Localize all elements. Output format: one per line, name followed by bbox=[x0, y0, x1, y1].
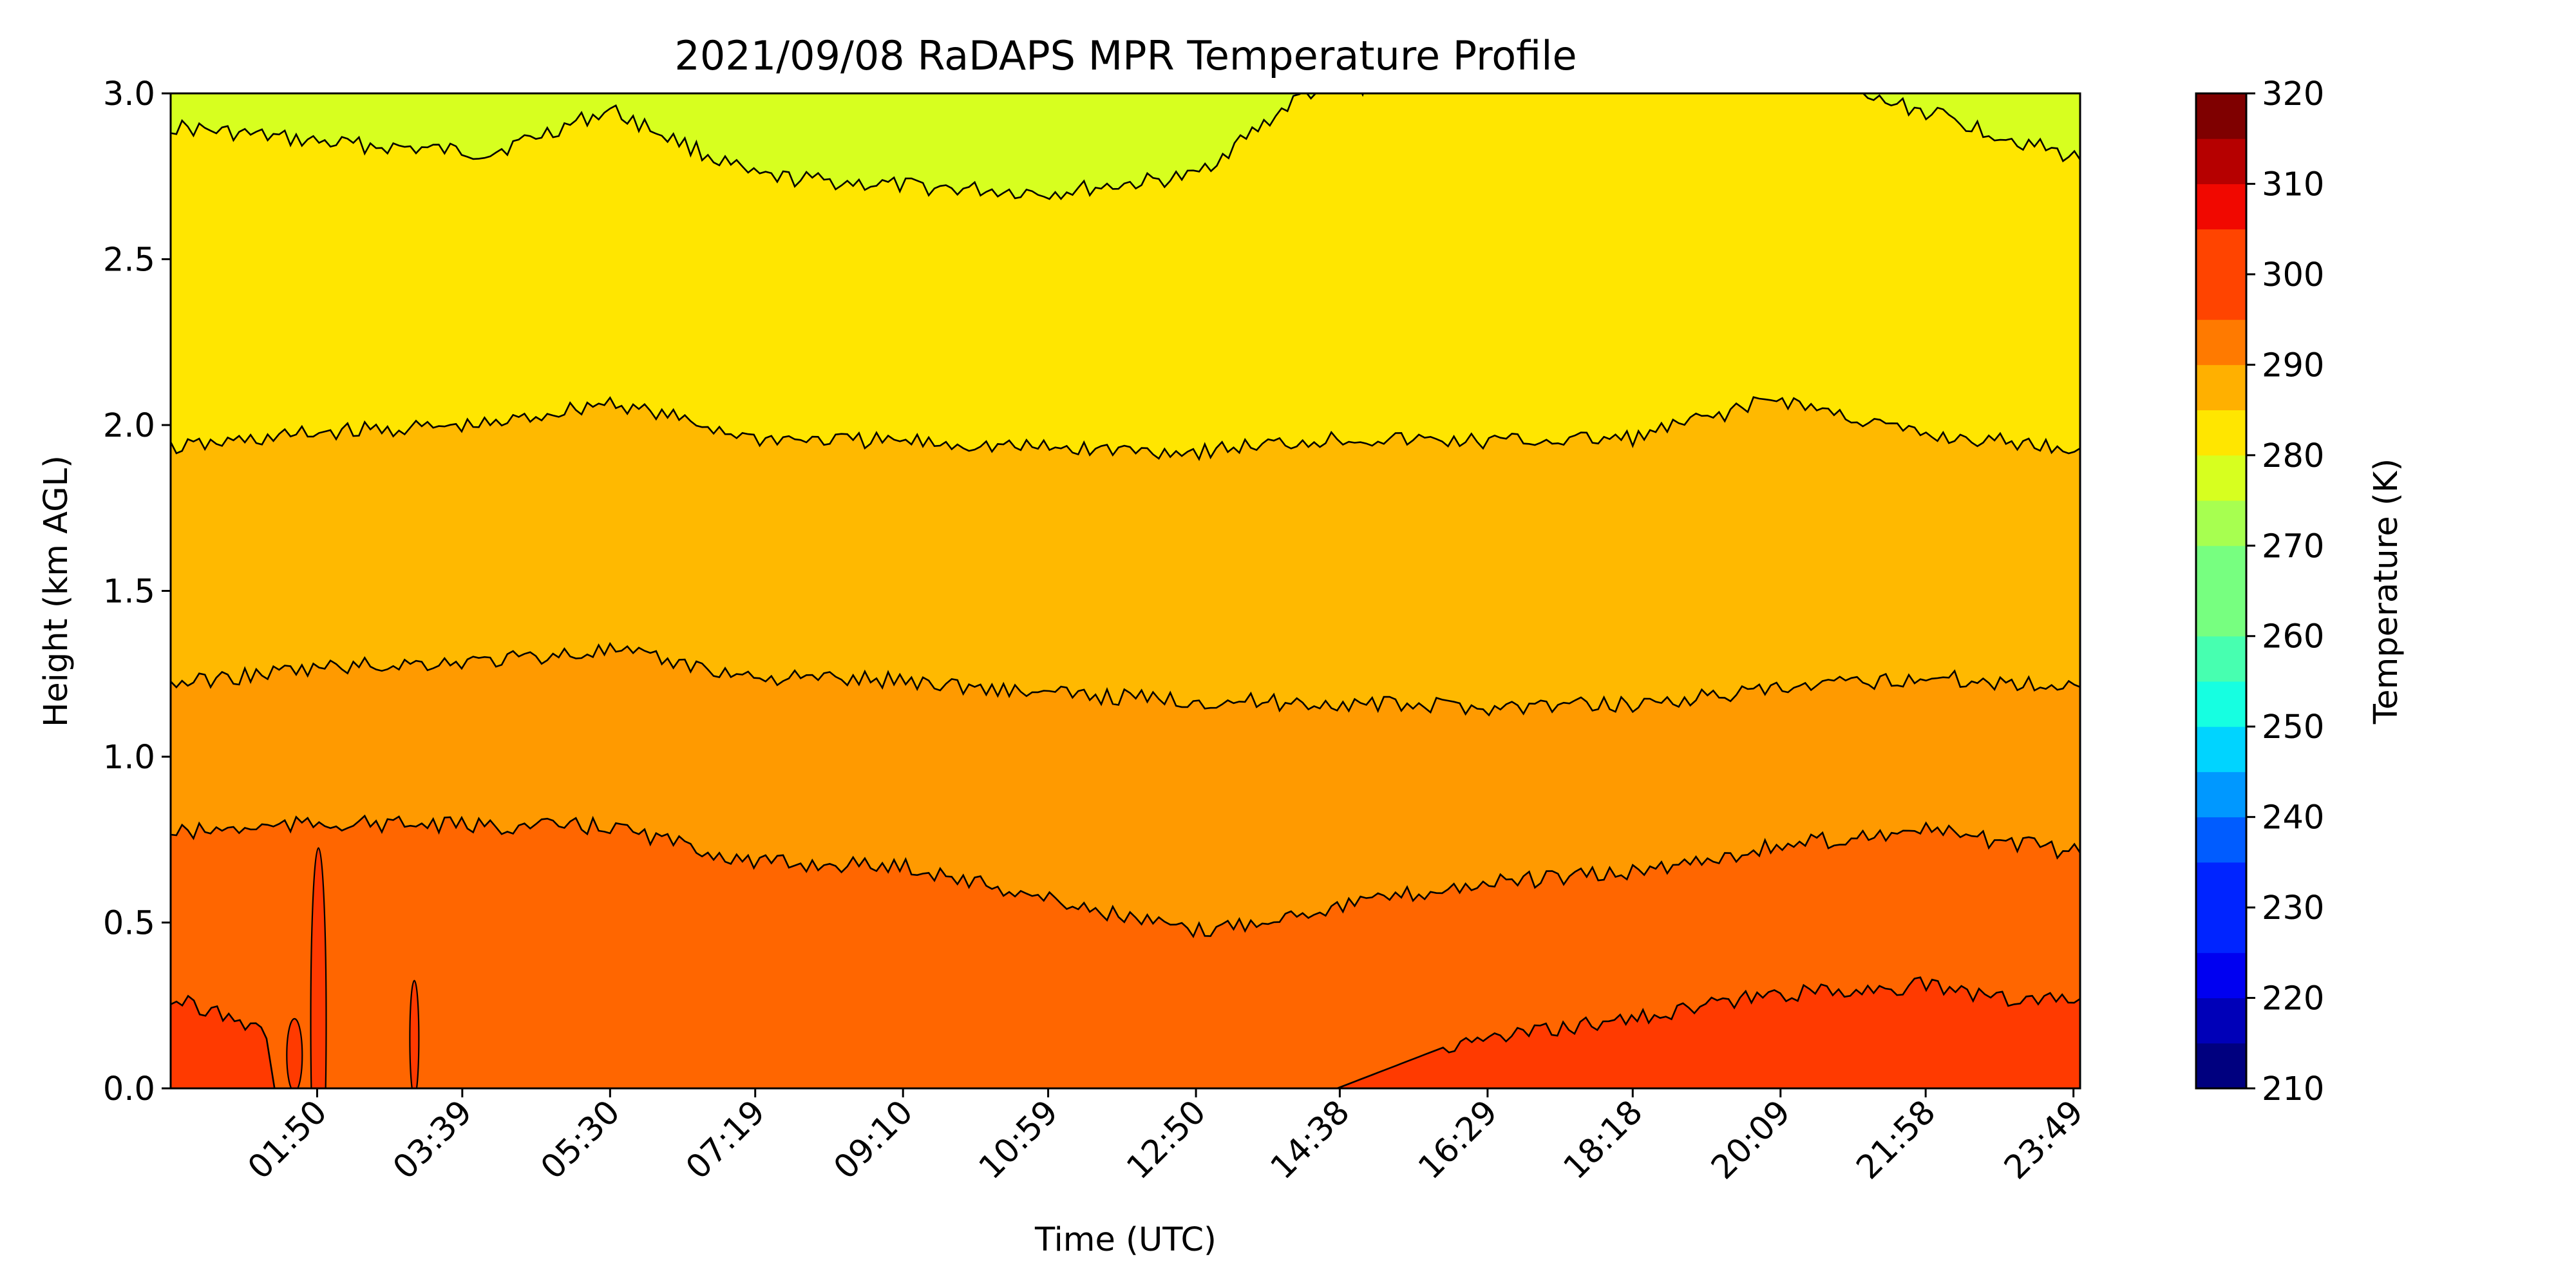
contour-line-295 bbox=[171, 814, 2080, 938]
y-tick-label: 2.0 bbox=[103, 407, 155, 445]
x-tick-label: 10:59 bbox=[972, 1093, 1066, 1187]
contour-line-290 bbox=[171, 641, 2080, 717]
contour-island bbox=[409, 980, 420, 1088]
colorbar-band bbox=[2196, 998, 2246, 1044]
x-tick-label: 12:50 bbox=[1120, 1093, 1214, 1187]
colorbar-band bbox=[2196, 862, 2246, 908]
y-tick-label: 0.5 bbox=[103, 905, 155, 943]
contour-lines bbox=[171, 93, 2080, 1088]
colorbar-band bbox=[2196, 184, 2246, 230]
colorbar-tick-label: 280 bbox=[2262, 437, 2324, 475]
x-tick-label: 09:10 bbox=[827, 1093, 921, 1187]
plot-area bbox=[171, 93, 2080, 1088]
colorbar-band bbox=[2196, 319, 2246, 365]
colorbar-band bbox=[2196, 817, 2246, 863]
colorbar-tick-label: 290 bbox=[2262, 346, 2324, 384]
y-tick-label: 2.5 bbox=[103, 242, 155, 279]
colorbar-tick-label: 220 bbox=[2262, 980, 2324, 1018]
colorbar-band bbox=[2196, 410, 2246, 456]
y-tick-label: 1.0 bbox=[103, 739, 155, 777]
band-300-305-right bbox=[733, 977, 2080, 1088]
colorbar-band bbox=[2196, 455, 2246, 501]
x-tick-label: 01:50 bbox=[241, 1093, 335, 1187]
contour-line-280 bbox=[171, 93, 2080, 200]
colorbar-tick-label: 300 bbox=[2262, 256, 2324, 294]
x-axis: 01:50 03:39 05:30 07:19 09:10 10:59 12:50 14:38… bbox=[241, 1088, 2091, 1187]
colorbar-label: Temperature (K) bbox=[2367, 459, 2405, 725]
contour-line-300-right bbox=[733, 976, 2080, 1088]
x-tick-label: 18:18 bbox=[1557, 1093, 1651, 1187]
colorbar-tick-label: 320 bbox=[2262, 75, 2324, 113]
colorbar-band bbox=[2196, 365, 2246, 411]
colorbar-band bbox=[2196, 636, 2246, 682]
colorbar-band bbox=[2196, 591, 2246, 637]
colorbar-band bbox=[2196, 500, 2246, 546]
band-300-305-left bbox=[171, 996, 728, 1088]
colorbar-tick-label: 240 bbox=[2262, 799, 2324, 837]
colorbar: 210 220 230 240 250 260 270 280 290 300 310 320 bbox=[2195, 75, 2324, 1108]
x-tick-label: 05:30 bbox=[534, 1093, 628, 1187]
colorbar-tick-label: 310 bbox=[2262, 166, 2324, 204]
colorbar-tick-label: 230 bbox=[2262, 889, 2324, 927]
colorbar-band bbox=[2196, 93, 2246, 139]
colorbar-frame bbox=[2195, 92, 2248, 1090]
contour-island bbox=[286, 1018, 303, 1088]
colorbar-band bbox=[2196, 138, 2246, 184]
x-tick-label: 03:39 bbox=[386, 1093, 480, 1187]
contour-line-300-left bbox=[171, 994, 728, 1088]
colorbar-band bbox=[2196, 907, 2246, 953]
x-tick-label: 23:49 bbox=[1997, 1093, 2091, 1187]
contour-island bbox=[310, 847, 327, 1088]
colorbar-band bbox=[2196, 772, 2246, 818]
x-tick-label: 16:29 bbox=[1411, 1093, 1505, 1187]
colorbar-band bbox=[2196, 229, 2246, 275]
x-axis-label: Time (UTC) bbox=[1034, 1221, 1217, 1259]
colorbar-band bbox=[2196, 1043, 2246, 1089]
y-axis-label: Height (km AGL) bbox=[37, 455, 75, 727]
contour-line-285 bbox=[171, 396, 2080, 462]
x-tick-label: 14:38 bbox=[1264, 1093, 1358, 1187]
x-tick-label: 20:09 bbox=[1704, 1093, 1798, 1187]
colorbar-tick-label: 270 bbox=[2262, 527, 2324, 565]
colorbar-tick-label: 210 bbox=[2262, 1070, 2324, 1108]
chart-title: 2021/09/08 RaDAPS MPR Temperature Profil… bbox=[674, 32, 1577, 79]
y-tick-label: 1.5 bbox=[103, 573, 155, 611]
y-tick-label: 3.0 bbox=[103, 75, 155, 113]
colorbar-band bbox=[2196, 726, 2246, 772]
x-tick-label: 07:19 bbox=[679, 1093, 773, 1187]
colorbar-tick-label: 250 bbox=[2262, 708, 2324, 746]
y-tick-label: 0.0 bbox=[103, 1070, 155, 1108]
colorbar-band bbox=[2196, 952, 2246, 999]
band-295-300 bbox=[171, 815, 2080, 1088]
colorbar-tick-label: 260 bbox=[2262, 618, 2324, 656]
colorbar-band bbox=[2196, 274, 2246, 320]
colorbar-band bbox=[2196, 681, 2246, 727]
colorbar-band bbox=[2196, 545, 2246, 591]
y-axis: 0.0 0.5 1.0 1.5 2.0 2.5 3.0 bbox=[103, 75, 171, 1108]
x-tick-label: 21:58 bbox=[1850, 1093, 1944, 1187]
